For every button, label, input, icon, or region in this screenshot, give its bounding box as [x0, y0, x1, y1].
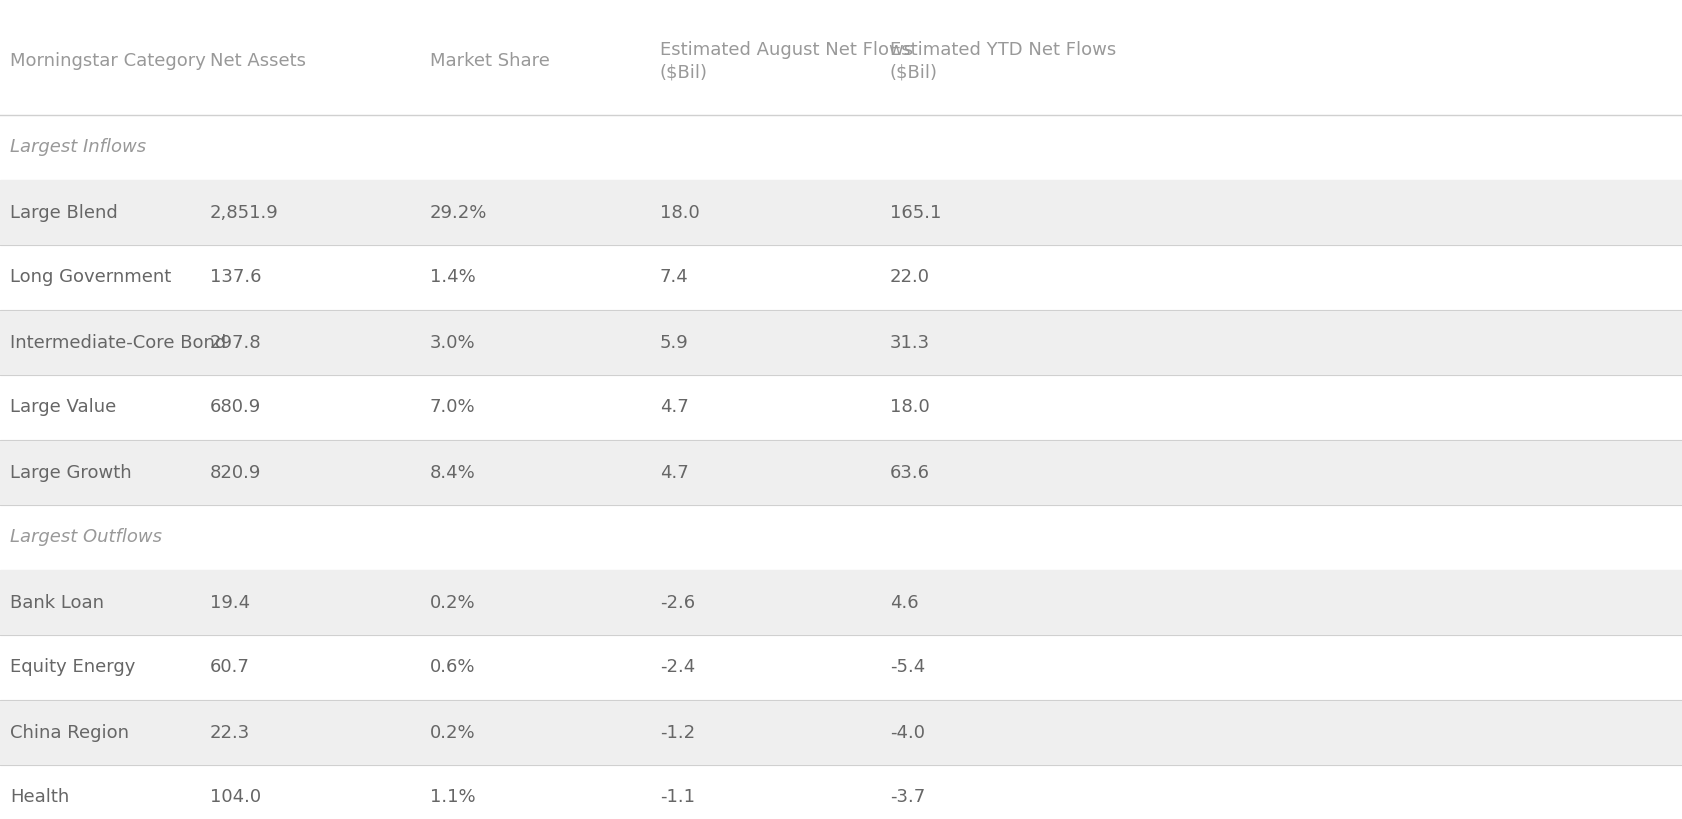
Text: 4.7: 4.7 [659, 464, 688, 482]
Text: 7.0%: 7.0% [429, 399, 476, 417]
Text: Estimated August Net Flows
($Bil): Estimated August Net Flows ($Bil) [659, 42, 913, 82]
Text: Equity Energy: Equity Energy [10, 658, 135, 676]
Text: -2.6: -2.6 [659, 594, 695, 612]
Text: -4.0: -4.0 [890, 723, 925, 741]
Text: Health: Health [10, 789, 69, 807]
Text: 63.6: 63.6 [890, 464, 930, 482]
Text: -3.7: -3.7 [890, 789, 925, 807]
Text: 22.3: 22.3 [210, 723, 251, 741]
Text: Large Growth: Large Growth [10, 464, 131, 482]
Text: 1.1%: 1.1% [429, 789, 476, 807]
Text: Large Blend: Large Blend [10, 203, 118, 221]
Text: -1.1: -1.1 [659, 789, 695, 807]
Text: 22.0: 22.0 [890, 269, 930, 287]
Text: China Region: China Region [10, 723, 130, 741]
Text: 0.6%: 0.6% [429, 658, 476, 676]
Bar [0, 440, 1682, 505]
Text: 18.0: 18.0 [659, 203, 700, 221]
Text: 4.6: 4.6 [890, 594, 918, 612]
Text: 7.4: 7.4 [659, 269, 688, 287]
Bar [0, 700, 1682, 765]
Text: 18.0: 18.0 [890, 399, 928, 417]
Text: 2,851.9: 2,851.9 [210, 203, 279, 221]
Text: Estimated YTD Net Flows
($Bil): Estimated YTD Net Flows ($Bil) [890, 42, 1115, 82]
Text: 19.4: 19.4 [210, 594, 251, 612]
Text: 3.0%: 3.0% [429, 333, 476, 351]
Text: 31.3: 31.3 [890, 333, 930, 351]
Text: 297.8: 297.8 [210, 333, 261, 351]
Text: 680.9: 680.9 [210, 399, 261, 417]
Text: 8.4%: 8.4% [429, 464, 476, 482]
Text: Morningstar Category: Morningstar Category [10, 52, 205, 70]
Text: Largest Inflows: Largest Inflows [10, 138, 146, 156]
Text: Bank Loan: Bank Loan [10, 594, 104, 612]
Text: 4.7: 4.7 [659, 399, 688, 417]
Text: 29.2%: 29.2% [429, 203, 488, 221]
Text: Intermediate-Core Bond: Intermediate-Core Bond [10, 333, 225, 351]
Text: -2.4: -2.4 [659, 658, 695, 676]
Text: 165.1: 165.1 [890, 203, 940, 221]
Bar [0, 180, 1682, 245]
Text: 820.9: 820.9 [210, 464, 261, 482]
Text: Long Government: Long Government [10, 269, 172, 287]
Text: 1.4%: 1.4% [429, 269, 476, 287]
Bar [0, 570, 1682, 635]
Text: Net Assets: Net Assets [210, 52, 306, 70]
Text: 0.2%: 0.2% [429, 594, 476, 612]
Bar [0, 310, 1682, 375]
Text: Market Share: Market Share [429, 52, 550, 70]
Text: 0.2%: 0.2% [429, 723, 476, 741]
Text: Largest Outflows: Largest Outflows [10, 528, 161, 546]
Text: 104.0: 104.0 [210, 789, 261, 807]
Text: Large Value: Large Value [10, 399, 116, 417]
Text: -5.4: -5.4 [890, 658, 925, 676]
Text: -1.2: -1.2 [659, 723, 695, 741]
Text: 60.7: 60.7 [210, 658, 249, 676]
Text: 5.9: 5.9 [659, 333, 688, 351]
Text: 137.6: 137.6 [210, 269, 261, 287]
